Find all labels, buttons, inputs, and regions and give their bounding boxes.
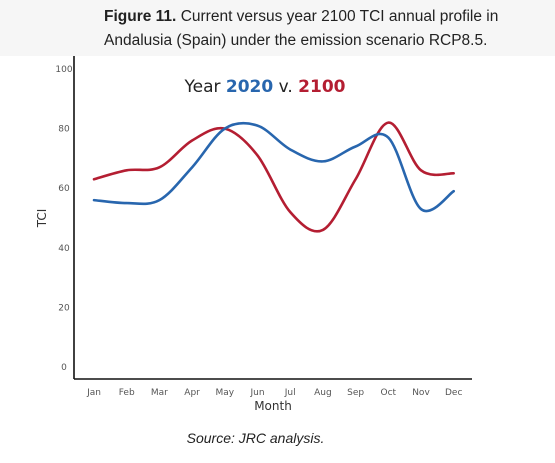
chart-title: Year 2020 v. 2100 bbox=[183, 77, 345, 97]
x-axis: Jan Feb Mar Apr May Jun Jul Aug Sep Oct Nov Dec bbox=[74, 378, 472, 398]
caption-line-2: Andalusia (Spain) under the emission sce… bbox=[104, 32, 488, 49]
series-line-2100 bbox=[92, 121, 455, 233]
y-axis-label: TCI bbox=[35, 209, 49, 229]
figure-caption: Figure 11. Current versus year 2100 TCI … bbox=[0, 0, 555, 56]
x-tick-label-jun: Jun bbox=[249, 388, 264, 398]
x-tick-label-apr: Apr bbox=[184, 388, 200, 398]
x-tick-label-jan: Jan bbox=[86, 388, 101, 398]
source-note: Source: JRC analysis. bbox=[186, 430, 325, 446]
x-tick-label-jul: Jul bbox=[284, 388, 296, 398]
figure-label: Figure 11. bbox=[104, 8, 177, 25]
chart-title-year-2020: 2020 bbox=[226, 77, 273, 97]
series-lines bbox=[92, 121, 455, 233]
y-tick-label-60: 60 bbox=[58, 184, 70, 194]
chart-title-prefix: Year bbox=[183, 77, 225, 97]
y-tick-label-100: 100 bbox=[55, 65, 72, 75]
x-tick-label-aug: Aug bbox=[314, 388, 332, 398]
caption-line-1: Figure 11. Current versus year 2100 TCI … bbox=[104, 8, 498, 26]
x-tick-label-nov: Nov bbox=[412, 388, 430, 398]
x-tick-label-mar: Mar bbox=[151, 388, 168, 398]
x-tick-label-may: May bbox=[215, 388, 234, 398]
y-tick-label-20: 20 bbox=[58, 303, 70, 313]
chart-title-year-2100: 2100 bbox=[298, 77, 345, 97]
y-tick-label-80: 80 bbox=[58, 125, 70, 135]
y-tick-label-0: 0 bbox=[61, 363, 67, 373]
x-axis-label: Month bbox=[254, 399, 292, 413]
caption-text-1: Current versus year 2100 TCI annual prof… bbox=[180, 8, 499, 25]
x-tick-label-sep: Sep bbox=[347, 388, 364, 398]
x-tick-label-dec: Dec bbox=[445, 388, 462, 398]
x-tick-label-oct: Oct bbox=[381, 388, 397, 398]
y-axis: 0 20 40 60 80 100 bbox=[55, 56, 75, 379]
series-line-2020 bbox=[92, 121, 455, 213]
chart-title-connector: v. bbox=[273, 77, 298, 97]
y-tick-label-40: 40 bbox=[58, 244, 70, 254]
x-tick-label-feb: Feb bbox=[119, 388, 135, 398]
